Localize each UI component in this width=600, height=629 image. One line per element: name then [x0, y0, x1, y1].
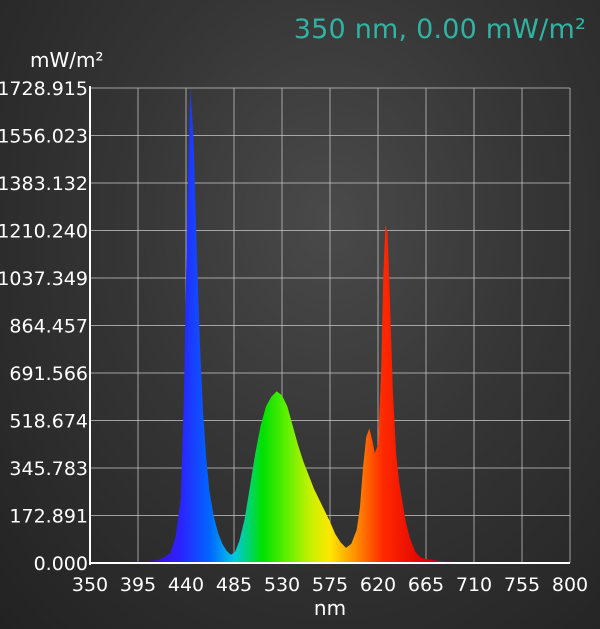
y-tick-label: 1037.349	[0, 268, 88, 290]
x-tick-label: 800	[552, 574, 588, 596]
x-tick-label: 440	[168, 574, 204, 596]
x-tick-label: 530	[264, 574, 300, 596]
x-tick-label: 485	[216, 574, 252, 596]
x-tick-label: 620	[360, 574, 396, 596]
x-tick-label: 575	[312, 574, 348, 596]
y-tick-label: 0.000	[34, 553, 88, 575]
y-tick-label: 1728.915	[0, 78, 88, 100]
y-tick-labels: 0.000 172.891 345.783 518.674 691.566 864.457…	[0, 78, 88, 575]
grid	[89, 87, 571, 564]
y-tick-label: 345.783	[9, 458, 88, 480]
x-tick-label: 350	[72, 574, 108, 596]
y-tick-label: 1556.023	[0, 126, 88, 148]
x-axis-label: nm	[314, 596, 346, 620]
x-tick-label: 755	[504, 574, 540, 596]
spectrum-area	[90, 88, 570, 563]
x-tick-label: 665	[408, 574, 444, 596]
y-axis-unit-label: mW/m²	[30, 48, 104, 72]
x-tick-labels: 350 395 440 485 530 575 620 665 710 755 800	[72, 574, 588, 596]
y-tick-label: 1210.240	[0, 221, 88, 243]
x-tick-label: 710	[456, 574, 492, 596]
y-tick-label: 518.674	[9, 411, 88, 433]
y-tick-label: 864.457	[9, 316, 88, 338]
y-tick-label: 172.891	[9, 506, 88, 528]
y-tick-label: 691.566	[9, 363, 88, 385]
spectrum-area-layer	[90, 88, 570, 563]
cursor-readout: 350 nm, 0.00 mW/m²	[293, 14, 586, 45]
axis-layer	[89, 86, 570, 565]
y-tick-label: 1383.132	[0, 173, 88, 195]
x-tick-label: 395	[120, 574, 156, 596]
